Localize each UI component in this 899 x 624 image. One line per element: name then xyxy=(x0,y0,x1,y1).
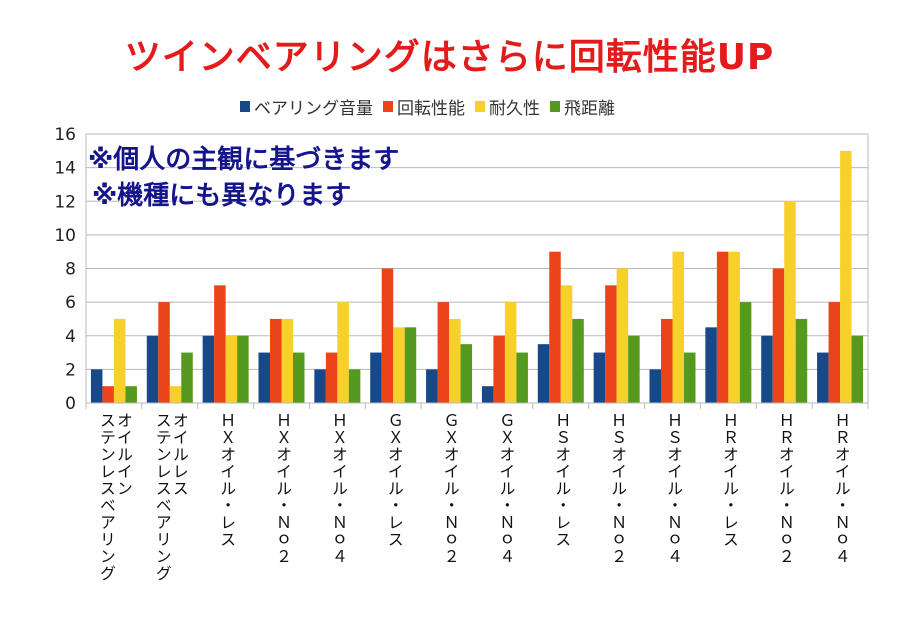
bar-4-6 xyxy=(404,327,417,403)
bar-4-9 xyxy=(572,318,584,403)
y-tick-label: 10 xyxy=(54,226,76,246)
legend-swatch xyxy=(383,101,393,112)
x-tick-label: ＨＳオイル・Ｎｏ４ xyxy=(664,412,683,565)
bar-2-1 xyxy=(102,386,114,403)
bar-2-8 xyxy=(493,335,505,403)
bar-3-13 xyxy=(784,201,796,403)
bar-1-10 xyxy=(593,352,606,403)
bar-4-5 xyxy=(348,369,361,403)
legend-label: 飛距離 xyxy=(564,99,615,119)
bar-2-6 xyxy=(381,268,394,403)
bar-2-12 xyxy=(716,251,729,403)
x-tick-label: ＧＸオイル・Ｎｏ４ xyxy=(496,412,516,565)
annotation-subjective: ※個人の主観に基づきます xyxy=(88,145,400,175)
bar-1-4 xyxy=(258,352,270,403)
annotation-block: ※個人の主観に基づきます ※機種にも異なります xyxy=(88,142,399,214)
x-tick-label: ＨＲオイル・Ｎｏ２ xyxy=(775,412,795,565)
bar-2-14 xyxy=(828,302,841,403)
bar-2-5 xyxy=(325,352,338,403)
y-tick-label: 0 xyxy=(65,394,76,414)
y-tick-label: 4 xyxy=(65,327,76,347)
y-tick-label: 12 xyxy=(54,192,76,212)
legend-item: 耐久性 xyxy=(475,94,540,119)
bar-1-12 xyxy=(705,327,717,403)
x-tick-label: ＨＲオイル・レス xyxy=(719,412,739,548)
legend-swatch xyxy=(475,101,485,112)
bar-1-3 xyxy=(202,335,215,403)
bar-3-5 xyxy=(337,302,349,403)
bar-4-10 xyxy=(628,335,640,403)
bar-4-2 xyxy=(181,352,193,403)
bar-4-3 xyxy=(237,335,249,403)
bar-3-7 xyxy=(449,318,461,403)
bar-4-11 xyxy=(684,352,696,403)
bar-3-4 xyxy=(281,318,293,403)
x-tick-label: オイルレス ステンレスベアリング xyxy=(152,412,189,582)
y-tick-label: 16 xyxy=(54,125,76,145)
bar-1-7 xyxy=(426,369,438,403)
y-tick-label: 8 xyxy=(65,260,76,280)
bar-2-10 xyxy=(605,285,617,403)
legend: ベアリング音量 回転性能 耐久性 飛距離 xyxy=(240,94,615,119)
x-tick-label: ＨＸオイル・Ｎｏ２ xyxy=(273,412,292,565)
bar-1-14 xyxy=(817,352,829,403)
bar-4-7 xyxy=(460,344,473,403)
bar-3-10 xyxy=(616,268,629,403)
legend-item: 回転性能 xyxy=(383,94,465,119)
legend-swatch xyxy=(550,101,560,112)
x-tick-label: ＧＸオイル・Ｎｏ２ xyxy=(440,412,460,565)
legend-label: 耐久性 xyxy=(489,99,540,119)
x-tick-label: ＨＸオイル・レス xyxy=(217,412,237,548)
y-tick-label: 14 xyxy=(54,159,76,179)
legend-item: ベアリング音量 xyxy=(240,94,373,119)
legend-label: 回転性能 xyxy=(397,99,465,119)
chart-title: ツインベアリングはさらに回転性能UP xyxy=(124,37,775,78)
bar-4-4 xyxy=(293,352,305,403)
legend-swatch xyxy=(240,101,250,112)
bar-4-12 xyxy=(739,302,752,403)
bar-3-14 xyxy=(840,150,852,403)
y-tick-label: 2 xyxy=(65,360,76,380)
bar-3-6 xyxy=(393,327,405,403)
bar-2-11 xyxy=(661,318,673,403)
bar-3-2 xyxy=(169,386,182,403)
x-tick-label: ＨＸオイル・Ｎｏ４ xyxy=(328,412,348,565)
bar-1-11 xyxy=(649,369,661,403)
x-tick-label: ＨＳオイル・Ｎｏ２ xyxy=(608,412,628,565)
legend-item: 飛距離 xyxy=(550,94,615,119)
annotation-model-varies: ※機種にも異なります xyxy=(92,181,352,211)
bar-3-8 xyxy=(504,302,517,403)
bar-2-4 xyxy=(270,318,282,403)
bar-3-3 xyxy=(225,335,238,403)
bar-2-13 xyxy=(772,268,785,403)
x-tick-label: ＧＸオイル・レス xyxy=(384,412,404,548)
x-tick-label: ＨＲオイル・Ｎｏ４ xyxy=(831,412,851,565)
bar-2-2 xyxy=(158,302,170,403)
bar-1-8 xyxy=(481,386,494,403)
bar-4-8 xyxy=(516,352,528,403)
bar-1-5 xyxy=(314,369,326,403)
bar-1-6 xyxy=(370,352,382,403)
bar-3-1 xyxy=(113,318,126,403)
bar-2-9 xyxy=(549,251,561,403)
bar-3-12 xyxy=(728,251,740,403)
bar-1-9 xyxy=(537,344,550,403)
bar-1-1 xyxy=(90,369,103,403)
bar-4-1 xyxy=(125,386,137,403)
y-tick-label: 6 xyxy=(65,293,76,313)
bar-1-13 xyxy=(761,335,773,403)
bar-2-3 xyxy=(214,285,226,403)
legend-label: ベアリング音量 xyxy=(254,99,373,119)
bar-4-13 xyxy=(795,318,808,403)
x-tick-label: ＨＳオイル・レス xyxy=(552,412,572,548)
x-tick-label: オイルイン ステンレスベアリング xyxy=(96,412,133,582)
bar-4-14 xyxy=(851,335,864,403)
bar-3-11 xyxy=(672,251,684,403)
bar-2-7 xyxy=(437,302,450,403)
bar-3-9 xyxy=(560,285,573,403)
bar-1-2 xyxy=(146,335,159,403)
